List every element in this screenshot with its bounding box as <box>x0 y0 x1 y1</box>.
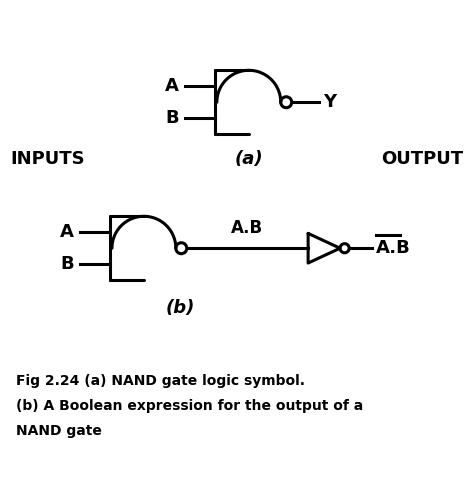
Text: (b): (b) <box>166 299 195 317</box>
Text: (b) A Boolean expression for the output of a: (b) A Boolean expression for the output … <box>16 399 364 413</box>
Text: Fig 2.24 (a) NAND gate logic symbol.: Fig 2.24 (a) NAND gate logic symbol. <box>16 374 305 388</box>
Text: Y: Y <box>323 93 336 111</box>
Text: OUTPUT: OUTPUT <box>381 150 463 168</box>
Text: A.B: A.B <box>231 219 264 237</box>
Text: A.B: A.B <box>375 239 410 257</box>
Text: A: A <box>60 223 74 241</box>
Text: A: A <box>165 77 179 95</box>
Text: B: B <box>165 109 179 127</box>
Text: INPUTS: INPUTS <box>11 150 85 168</box>
Text: NAND gate: NAND gate <box>16 424 102 438</box>
Text: (a): (a) <box>235 150 263 168</box>
Text: B: B <box>61 255 74 273</box>
